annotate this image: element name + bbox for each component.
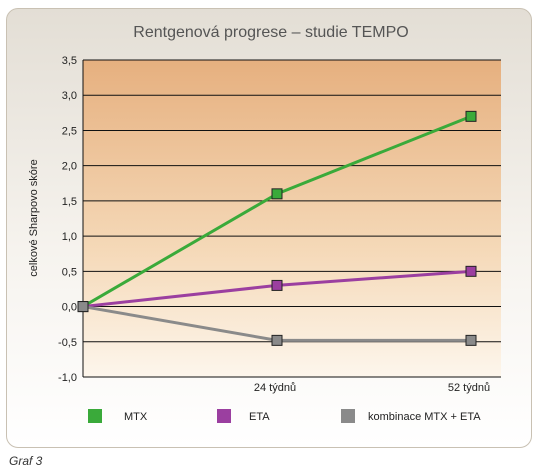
series-2-point-1	[271, 334, 283, 346]
y-tick-label-8: -0,5	[58, 337, 77, 349]
series-2-point-0	[77, 301, 89, 313]
y-tick-label-0: 3,5	[62, 55, 77, 67]
legend-swatch-1	[217, 409, 231, 423]
y-tick-label-5: 1,0	[62, 231, 77, 243]
x-tick-label-2: 52 týdnů	[448, 382, 490, 394]
y-tick-label-4: 1,5	[62, 196, 77, 208]
legend-label-1: ETA	[249, 411, 270, 423]
y-tick-label-6: 0,5	[62, 266, 77, 278]
series-0-point-1	[271, 188, 283, 200]
legend-swatch-0	[88, 409, 102, 423]
series-2-point-2	[465, 334, 477, 346]
x-tick-labels: 24 týdnů 52 týdnů	[254, 382, 490, 394]
y-tick-label-3: 2,0	[62, 161, 77, 173]
y-tick-label-7: 0,0	[62, 302, 77, 314]
series-0-point-2	[465, 110, 477, 122]
plot-area	[83, 60, 501, 377]
series-1-point-2	[465, 265, 477, 277]
legend-label-0: MTX	[124, 411, 148, 423]
y-axis-label: celkové Sharpovo skóre	[28, 159, 40, 276]
y-tick-label-2: 2,5	[62, 125, 77, 137]
chart-title: Rentgenová progrese – studie TEMPO	[133, 24, 408, 41]
y-tick-label-1: 3,0	[62, 90, 77, 102]
y-tick-label-9: -1,0	[58, 372, 77, 384]
series-1-point-1	[271, 279, 283, 291]
figure-caption: Graf 3	[9, 454, 43, 468]
x-tick-label-1: 24 týdnů	[254, 382, 296, 394]
series-lines	[77, 110, 477, 346]
legend: MTX ETA kombinace MTX + ETA	[88, 409, 481, 423]
legend-label-2: kombinace MTX + ETA	[368, 411, 481, 423]
axes	[82, 60, 501, 378]
y-tick-labels: 3,5 3,0 2,5 2,0 1,5 1,0 0,5 0,0 -0,5 -1,0	[58, 55, 77, 384]
legend-swatch-2	[341, 409, 355, 423]
